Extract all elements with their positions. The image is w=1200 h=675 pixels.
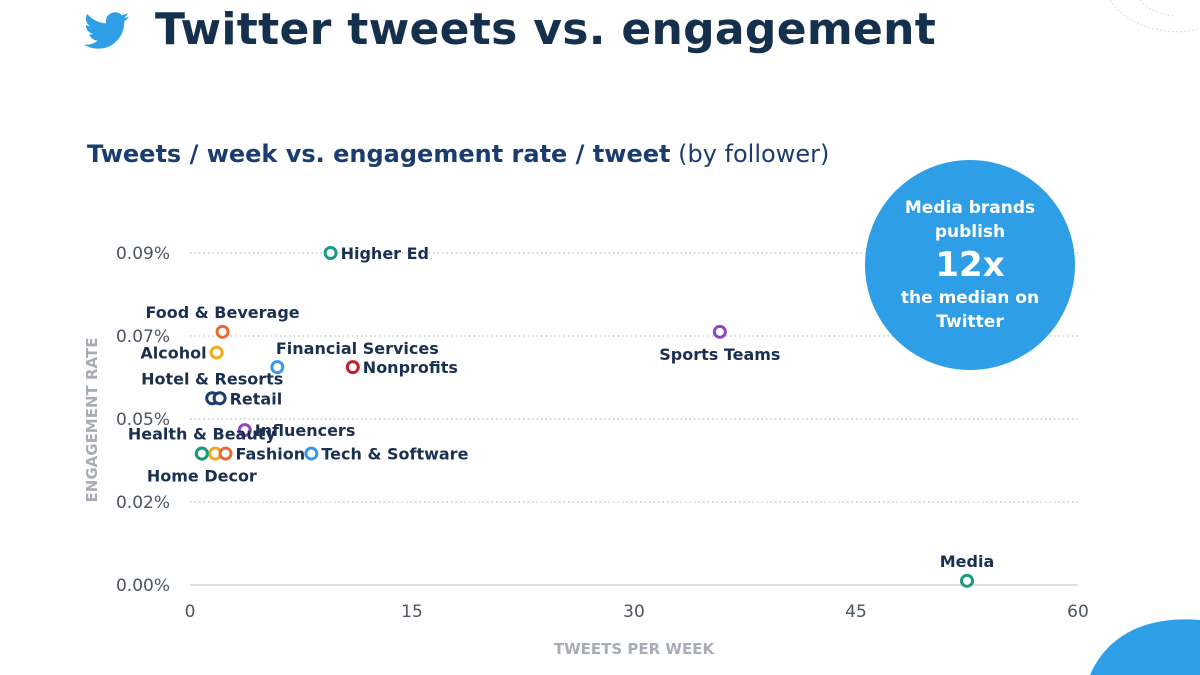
point-label: Fashion — [236, 445, 306, 464]
point-label: Influencers — [255, 421, 356, 440]
page-title: Twitter tweets vs. engagement — [155, 4, 937, 55]
y-axis-ticks: 0.00% 0.02% 0.05% 0.07% 0.09% — [116, 244, 170, 596]
data-point — [215, 324, 230, 339]
callout-bubble: Media brands publish 12x the median on T… — [865, 160, 1075, 370]
data-point — [218, 446, 233, 461]
callout-line3: the median on — [900, 288, 1040, 308]
point-label: Tech & Software — [321, 445, 468, 464]
chart-title-main: Tweets / week vs. engagement rate / twee… — [87, 140, 671, 168]
y-tick-label: 0.02% — [116, 493, 170, 513]
data-points: Higher Ed Food & Beverage Alcohol Financial… — [128, 244, 995, 588]
point-label: Retail — [230, 389, 283, 408]
point-label: Sports Teams — [659, 345, 780, 364]
data-point — [209, 345, 224, 360]
data-point — [237, 423, 252, 438]
point-label: Nonprofits — [363, 358, 458, 377]
x-tick-label: 30 — [623, 602, 645, 622]
point-label: Alcohol — [140, 344, 206, 363]
x-tick-label: 60 — [1067, 602, 1089, 622]
point-label: Media — [940, 552, 995, 571]
data-point — [960, 573, 974, 588]
point-label: Financial Services — [276, 339, 439, 358]
data-point — [270, 360, 285, 375]
y-tick-label: 0.07% — [116, 327, 170, 347]
data-point — [194, 446, 209, 461]
header: Twitter tweets vs. engagement — [0, 0, 1200, 70]
data-point — [345, 360, 360, 375]
x-tick-label: 45 — [845, 602, 867, 622]
point-label: Health & Beauty — [128, 425, 277, 444]
callout-line2: publish — [934, 222, 1006, 242]
callout-big: 12x — [935, 245, 1005, 285]
y-axis-label: ENGAGEMENT RATE — [83, 338, 101, 503]
callout-line1: Media brands — [904, 198, 1036, 218]
x-axis-ticks: 0 15 30 45 60 — [185, 602, 1089, 622]
data-point — [712, 324, 727, 339]
point-label: Hotel & Resorts — [141, 369, 283, 388]
point-label: Food & Beverage — [145, 303, 299, 322]
chart-title-suffix: (by follower) — [678, 140, 830, 168]
data-point — [212, 391, 227, 406]
point-label: Home Decor — [147, 467, 257, 486]
corner-blob — [1090, 619, 1200, 675]
x-tick-label: 0 — [185, 602, 196, 622]
y-tick-label: 0.05% — [116, 410, 170, 430]
y-tick-label: 0.00% — [116, 576, 170, 596]
twitter-bird-icon — [84, 12, 130, 49]
data-point — [323, 246, 338, 260]
point-label: Higher Ed — [341, 244, 429, 263]
chart-title: Tweets / week vs. engagement rate / twee… — [87, 140, 829, 168]
y-tick-label: 0.09% — [116, 244, 170, 264]
data-point — [304, 446, 319, 461]
x-axis-label: TWEETS PER WEEK — [554, 640, 716, 658]
x-tick-label: 15 — [401, 602, 423, 622]
callout-line4: Twitter — [936, 312, 1004, 332]
